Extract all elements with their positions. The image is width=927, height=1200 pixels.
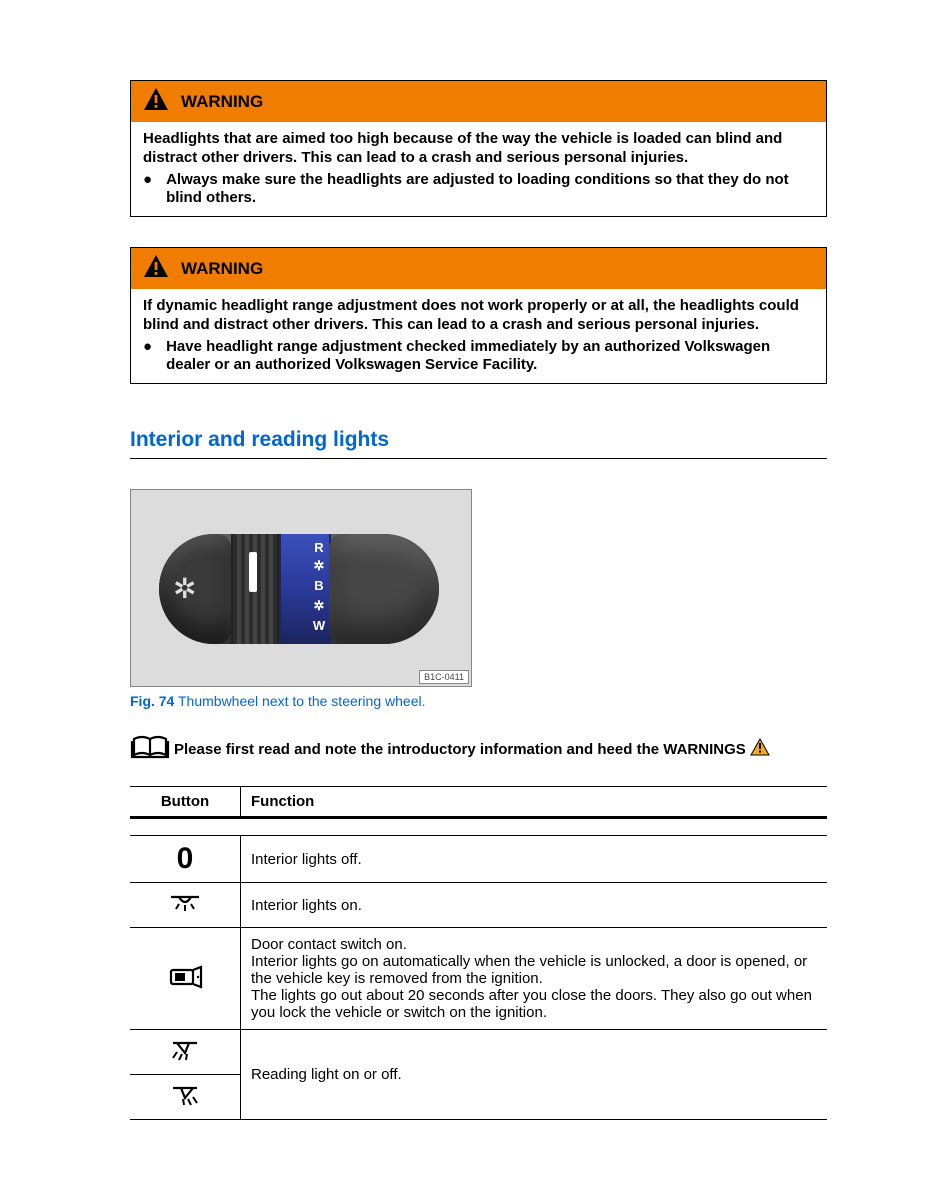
note-text: Please first read and note the introduct…: [174, 741, 746, 758]
warning-bullet: ● Have headlight range adjustment checke…: [143, 338, 814, 376]
table-row: Interior lights on.: [130, 883, 827, 928]
door-contact-icon: [165, 977, 205, 994]
figure-code: B1C-0411: [419, 670, 469, 684]
book-icon: [130, 733, 170, 766]
warning-bullet-text: Always make sure the headlights are adju…: [166, 171, 814, 209]
table-row: Reading light on or off.: [130, 1030, 827, 1075]
ring-label: W: [311, 618, 327, 633]
warning-header: WARNING: [131, 248, 826, 289]
warning-intro: Headlights that are aimed too high becau…: [143, 130, 814, 168]
brightness-icon: ✲: [173, 572, 196, 605]
ring-label: ✲: [311, 558, 327, 574]
table-row: Door contact switch on. Interior lights …: [130, 928, 827, 1030]
button-icon-cell: 0: [130, 836, 241, 883]
page: WARNING Headlights that are aimed too hi…: [0, 0, 927, 1180]
figure-image: ✲ R ✲ B ✲ W B1C-0411: [130, 489, 472, 687]
warning-bullet-text: Have headlight range adjustment checked …: [166, 338, 814, 376]
button-icon-cell: [130, 1075, 241, 1120]
warning-title: WARNING: [181, 259, 263, 279]
function-cell: Interior lights off.: [241, 836, 828, 883]
reading-light-right-icon: [167, 1094, 203, 1111]
warning-bullet: ● Always make sure the headlights are ad…: [143, 171, 814, 209]
figure-caption-text: Thumbwheel next to the steering wheel.: [178, 693, 425, 709]
bullet-icon: ●: [143, 171, 152, 190]
warning-body: Headlights that are aimed too high becau…: [131, 122, 826, 216]
ring-label: R: [311, 540, 327, 555]
function-cell: Interior lights on.: [241, 883, 828, 928]
table-header-function: Function: [241, 787, 828, 818]
button-icon-cell: [130, 1030, 241, 1075]
table-header-button: Button: [130, 787, 241, 818]
warning-body: If dynamic headlight range adjustment do…: [131, 289, 826, 383]
section-title: Interior and reading lights: [130, 428, 827, 459]
figure-caption: Fig. 74 Thumbwheel next to the steering …: [130, 693, 827, 709]
figure-number: Fig. 74: [130, 693, 174, 709]
note-line: Please first read and note the introduct…: [130, 733, 827, 766]
function-table: Button Function 0 Interior lights off.: [130, 786, 827, 1120]
button-icon-cell: [130, 928, 241, 1030]
zero-icon: 0: [177, 842, 194, 875]
warning-box: WARNING If dynamic headlight range adjus…: [130, 247, 827, 384]
warning-triangle-icon: [143, 254, 169, 283]
function-cell: Door contact switch on. Interior lights …: [241, 928, 828, 1030]
bullet-icon: ●: [143, 338, 152, 357]
reading-light-left-icon: [167, 1049, 203, 1066]
thumbwheel-graphic: ✲ R ✲ B ✲ W: [159, 534, 439, 644]
button-icon-cell: [130, 883, 241, 928]
warning-triangle-icon: [143, 87, 169, 116]
ring-label: B: [311, 578, 327, 593]
ring-label: ✲: [311, 598, 327, 614]
warning-header: WARNING: [131, 81, 826, 122]
figure: ✲ R ✲ B ✲ W B1C-0411: [130, 489, 827, 687]
table-row: 0 Interior lights off.: [130, 836, 827, 883]
warning-title: WARNING: [181, 92, 263, 112]
function-cell: Reading light on or off.: [241, 1030, 828, 1120]
warning-intro: If dynamic headlight range adjustment do…: [143, 297, 814, 335]
warning-box: WARNING Headlights that are aimed too hi…: [130, 80, 827, 217]
warning-triangle-small-icon: [750, 738, 770, 761]
interior-light-on-icon: [167, 902, 203, 919]
